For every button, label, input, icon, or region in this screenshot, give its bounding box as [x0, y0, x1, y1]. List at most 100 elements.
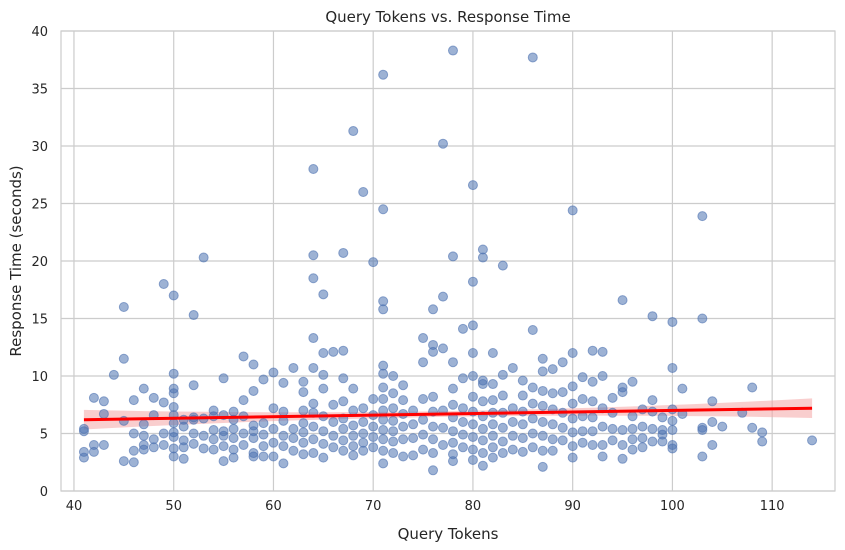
- data-point: [527, 398, 538, 409]
- data-point: [457, 323, 468, 334]
- data-point: [388, 415, 399, 426]
- data-point: [148, 442, 159, 453]
- data-point: [358, 403, 369, 414]
- data-point: [517, 419, 528, 430]
- data-point: [408, 419, 419, 430]
- data-point: [158, 440, 169, 450]
- data-point: [368, 394, 379, 404]
- data-point: [547, 419, 558, 430]
- data-point: [128, 395, 139, 406]
- data-point: [358, 445, 369, 456]
- data-point: [308, 164, 319, 174]
- data-point: [497, 448, 508, 459]
- data-point: [807, 435, 818, 446]
- x-tick-label: 50: [165, 499, 182, 514]
- data-point: [198, 443, 209, 454]
- data-point: [268, 451, 279, 462]
- data-point: [467, 391, 478, 402]
- chart-title: Query Tokens vs. Response Time: [325, 8, 570, 26]
- data-point: [288, 423, 299, 434]
- data-point: [198, 252, 209, 263]
- data-point: [378, 382, 389, 393]
- data-point: [328, 430, 339, 441]
- data-point: [527, 325, 538, 335]
- data-point: [388, 371, 399, 381]
- data-point: [118, 353, 129, 364]
- data-point: [298, 427, 309, 438]
- data-point: [268, 437, 279, 448]
- data-point: [248, 385, 259, 396]
- data-point: [497, 369, 508, 380]
- data-point: [697, 451, 708, 462]
- data-point: [128, 457, 139, 468]
- data-point: [557, 387, 568, 398]
- data-point: [268, 423, 279, 434]
- data-point: [477, 423, 488, 434]
- data-point: [378, 204, 389, 215]
- data-point: [428, 346, 439, 357]
- data-point: [378, 434, 389, 445]
- data-point: [338, 247, 349, 258]
- data-point: [278, 430, 289, 441]
- y-tick-label: 20: [31, 255, 48, 270]
- data-point: [88, 392, 99, 403]
- data-point: [268, 367, 279, 378]
- data-point: [278, 458, 289, 469]
- data-point: [477, 460, 488, 471]
- data-point: [318, 348, 329, 358]
- data-point: [477, 379, 488, 390]
- data-point: [378, 425, 389, 436]
- data-point: [467, 348, 478, 358]
- data-point: [567, 441, 578, 452]
- data-point: [617, 440, 628, 450]
- data-point: [238, 428, 249, 439]
- data-point: [278, 377, 289, 388]
- data-point: [537, 353, 548, 364]
- data-point: [138, 430, 149, 441]
- data-point: [547, 434, 558, 445]
- y-tick-label: 30: [31, 140, 48, 155]
- x-tick-label: 110: [760, 499, 785, 514]
- data-point: [228, 452, 239, 463]
- data-point: [438, 440, 449, 450]
- data-point: [507, 403, 518, 414]
- data-point: [308, 333, 319, 344]
- data-point: [168, 451, 179, 462]
- data-point: [627, 411, 638, 422]
- data-point: [607, 392, 618, 403]
- data-point: [677, 383, 688, 394]
- y-tick-label: 40: [31, 25, 48, 40]
- data-point: [428, 465, 439, 476]
- data-point: [447, 251, 458, 262]
- data-point: [378, 69, 389, 80]
- data-point: [438, 422, 449, 433]
- data-point: [587, 345, 598, 356]
- data-point: [647, 311, 658, 322]
- data-point: [517, 446, 528, 457]
- data-point: [597, 421, 608, 432]
- data-point: [428, 421, 439, 432]
- y-tick-label: 15: [31, 313, 48, 328]
- data-points: [78, 45, 818, 476]
- data-point: [557, 357, 568, 368]
- data-point: [487, 442, 498, 453]
- data-point: [308, 421, 319, 432]
- data-point: [597, 451, 608, 462]
- data-point: [288, 362, 299, 373]
- data-point: [597, 346, 608, 357]
- data-point: [348, 450, 359, 461]
- data-point: [467, 320, 478, 331]
- x-tick-label: 40: [66, 499, 83, 514]
- data-point: [338, 396, 349, 407]
- data-point: [497, 260, 508, 271]
- data-point: [378, 445, 389, 456]
- data-point: [747, 382, 758, 393]
- data-point: [308, 448, 319, 459]
- data-point: [657, 436, 668, 447]
- data-point: [627, 434, 638, 445]
- data-point: [517, 390, 528, 401]
- data-point: [378, 304, 389, 315]
- data-point: [338, 373, 349, 384]
- data-point: [328, 399, 339, 410]
- data-point: [218, 441, 229, 452]
